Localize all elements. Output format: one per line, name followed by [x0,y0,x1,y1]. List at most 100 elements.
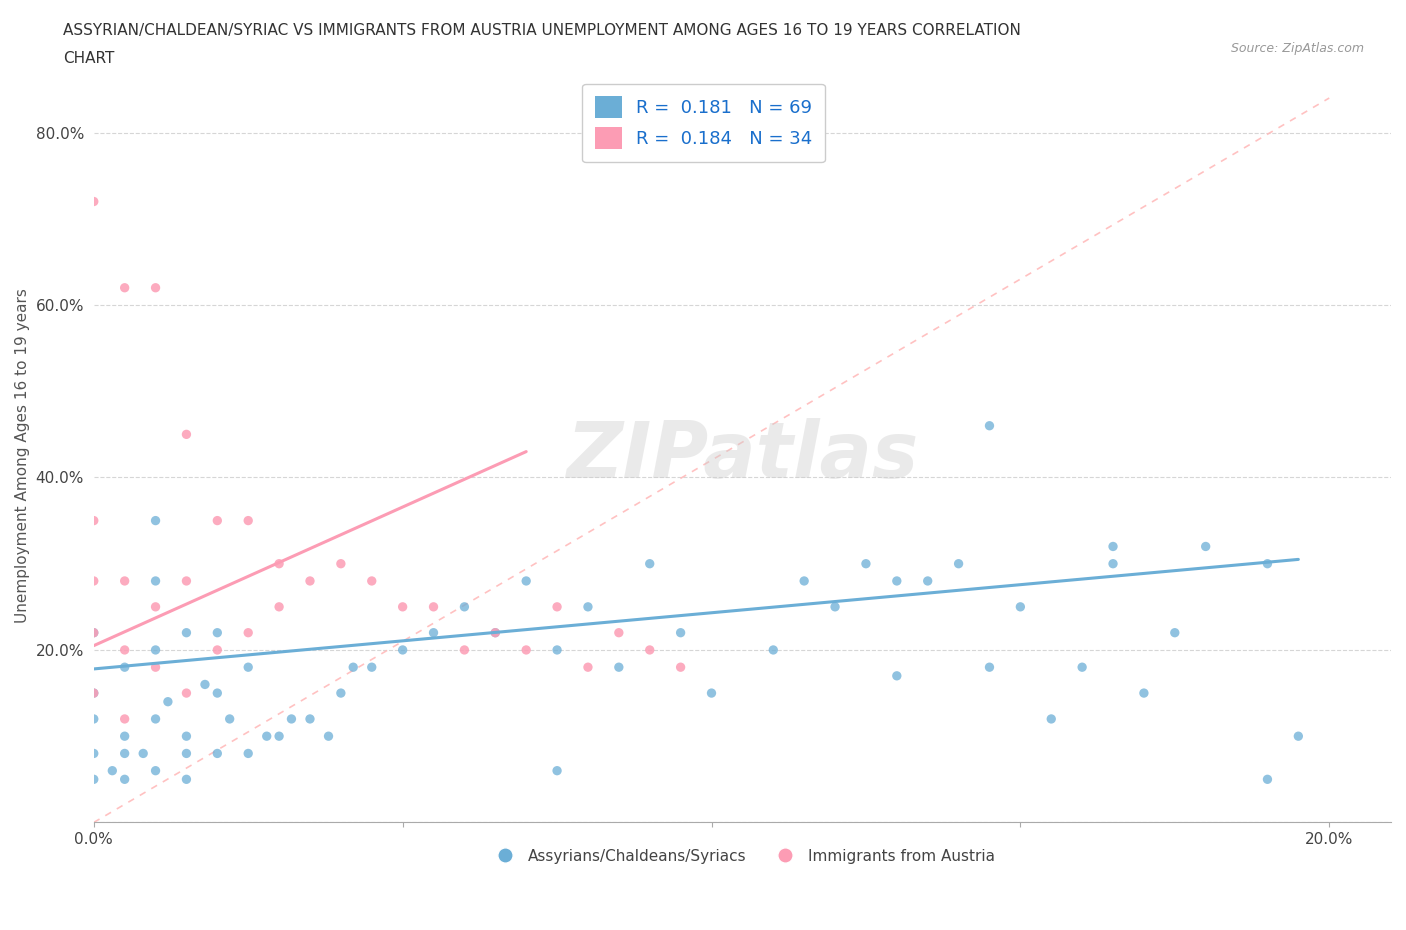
Point [484,625,506,640]
Point [114,659,136,674]
Point [83,625,105,640]
Point [83,625,105,640]
Point [114,772,136,787]
Point [1133,685,1156,700]
Point [145,574,167,589]
Point [145,513,167,528]
Point [329,685,352,700]
Point [515,574,537,589]
Point [1256,772,1278,787]
Point [1040,711,1063,726]
Point [145,659,167,674]
Point [391,600,413,615]
Point [360,574,382,589]
Point [83,711,105,726]
Point [207,685,229,700]
Point [218,711,240,726]
Point [948,556,970,571]
Point [156,695,179,710]
Point [145,764,167,778]
Point [114,746,136,761]
Point [1286,729,1309,744]
Point [855,556,877,571]
Point [176,574,198,589]
Point [917,574,939,589]
Point [1102,556,1125,571]
Point [422,600,444,615]
Point [101,764,124,778]
Point [176,625,198,640]
Y-axis label: Unemployment Among Ages 16 to 19 years: Unemployment Among Ages 16 to 19 years [15,288,30,623]
Point [114,643,136,658]
Point [669,659,692,674]
Point [342,659,364,674]
Point [793,574,815,589]
Point [1102,539,1125,554]
Text: Source: ZipAtlas.com: Source: ZipAtlas.com [1230,42,1364,55]
Point [546,600,568,615]
Point [269,729,291,744]
Point [207,513,229,528]
Point [298,711,321,726]
Point [453,600,475,615]
Point [638,643,661,658]
Point [1071,659,1094,674]
Point [83,772,105,787]
Point [145,711,167,726]
Point [114,711,136,726]
Point [422,625,444,640]
Point [114,280,136,295]
Point [256,729,278,744]
Point [484,625,506,640]
Text: ASSYRIAN/CHALDEAN/SYRIAC VS IMMIGRANTS FROM AUSTRIA UNEMPLOYMENT AMONG AGES 16 T: ASSYRIAN/CHALDEAN/SYRIAC VS IMMIGRANTS F… [63,23,1021,38]
Point [886,669,908,684]
Point [238,513,260,528]
Text: ZIPatlas: ZIPatlas [567,418,918,494]
Point [83,513,105,528]
Point [269,600,291,615]
Point [176,427,198,442]
Point [207,625,229,640]
Point [576,659,599,674]
Point [1010,600,1032,615]
Point [207,746,229,761]
Point [269,556,291,571]
Point [280,711,302,726]
Point [298,574,321,589]
Point [700,685,723,700]
Point [132,746,155,761]
Point [979,418,1001,433]
Point [1195,539,1218,554]
Point [546,764,568,778]
Point [145,643,167,658]
Point [453,643,475,658]
Point [515,643,537,658]
Point [391,643,413,658]
Point [176,746,198,761]
Point [238,746,260,761]
Point [114,574,136,589]
Legend: Assyrians/Chaldeans/Syriacs, Immigrants from Austria: Assyrians/Chaldeans/Syriacs, Immigrants … [484,843,1001,870]
Point [979,659,1001,674]
Point [238,659,260,674]
Point [176,772,198,787]
Point [176,685,198,700]
Point [83,685,105,700]
Point [145,280,167,295]
Point [1164,625,1187,640]
Point [329,556,352,571]
Point [145,600,167,615]
Point [207,643,229,658]
Point [1256,556,1278,571]
Point [83,746,105,761]
Point [114,729,136,744]
Point [607,659,630,674]
Point [83,574,105,589]
Point [762,643,785,658]
Point [669,625,692,640]
Point [886,574,908,589]
Point [83,685,105,700]
Point [638,556,661,571]
Point [238,625,260,640]
Text: CHART: CHART [63,51,115,66]
